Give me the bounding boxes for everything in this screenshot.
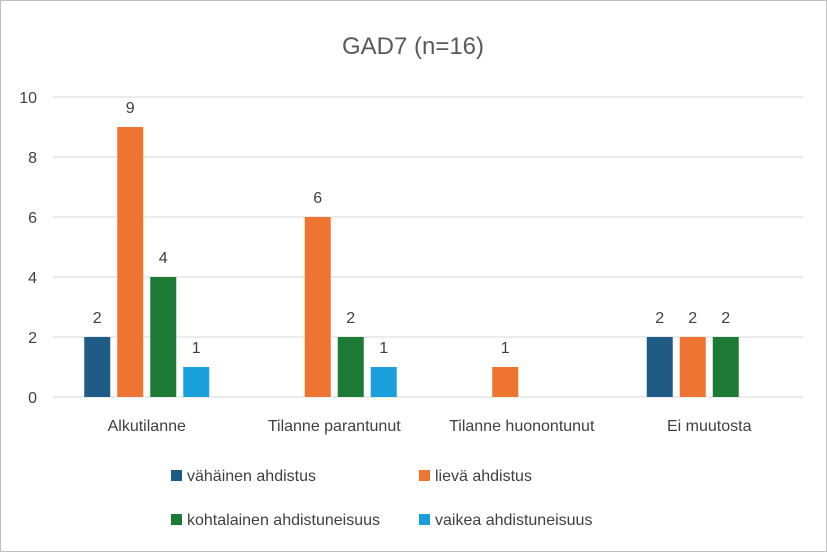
y-tick-label: 4 [28, 270, 37, 287]
bar [183, 367, 210, 397]
y-tick-label: 6 [28, 210, 37, 227]
data-label: 9 [126, 100, 135, 117]
y-axis-ticks: 0 2 4 6 8 10 [19, 90, 37, 407]
chart-title: GAD7 (n=16) [342, 33, 484, 60]
bar [679, 337, 706, 397]
data-label: 6 [313, 190, 322, 207]
y-tick-label: 8 [28, 150, 37, 167]
gridlines [53, 96, 803, 398]
legend-entry: kohtalainen ahdistuneisuus [187, 512, 380, 529]
bar [337, 337, 364, 397]
y-tick-label: 2 [28, 330, 37, 347]
data-label: 2 [93, 310, 102, 327]
data-label: 2 [655, 310, 664, 327]
legend-swatch [419, 470, 430, 481]
data-label: 2 [688, 310, 697, 327]
x-category-label: Tilanne huonontunut [449, 418, 595, 435]
bar [492, 367, 519, 397]
legend-entry: vaikea ahdistuneisuus [435, 512, 592, 529]
data-label: 2 [721, 310, 730, 327]
legend-entry: vähäinen ahdistus [187, 468, 316, 485]
data-label: 1 [501, 340, 510, 357]
x-category-label: Tilanne parantunut [268, 418, 401, 435]
x-axis-categories: Alkutilanne Tilanne parantunut Tilanne huo… [108, 418, 752, 435]
bars [84, 127, 739, 397]
bar [646, 337, 673, 397]
bar [117, 127, 144, 397]
data-label: 4 [159, 250, 168, 267]
legend-swatch [171, 514, 182, 525]
data-label: 1 [192, 340, 201, 357]
data-label: 2 [346, 310, 355, 327]
bar [84, 337, 111, 397]
legend-entry: lievä ahdistus [435, 468, 532, 485]
data-labels: 2 9 4 1 6 2 1 1 2 2 2 [93, 100, 731, 357]
bar [304, 217, 331, 397]
bar [150, 277, 177, 397]
y-tick-label: 10 [19, 90, 37, 107]
x-category-label: Alkutilanne [108, 418, 186, 435]
y-tick-label: 0 [28, 390, 37, 407]
bar [370, 367, 397, 397]
x-category-label: Ei muutosta [667, 418, 752, 435]
legend-swatch [419, 514, 430, 525]
legend: vähäinen ahdistus lievä ahdistus kohtalain… [171, 468, 592, 529]
legend-swatch [171, 470, 182, 481]
bar [712, 337, 739, 397]
data-label: 1 [379, 340, 388, 357]
